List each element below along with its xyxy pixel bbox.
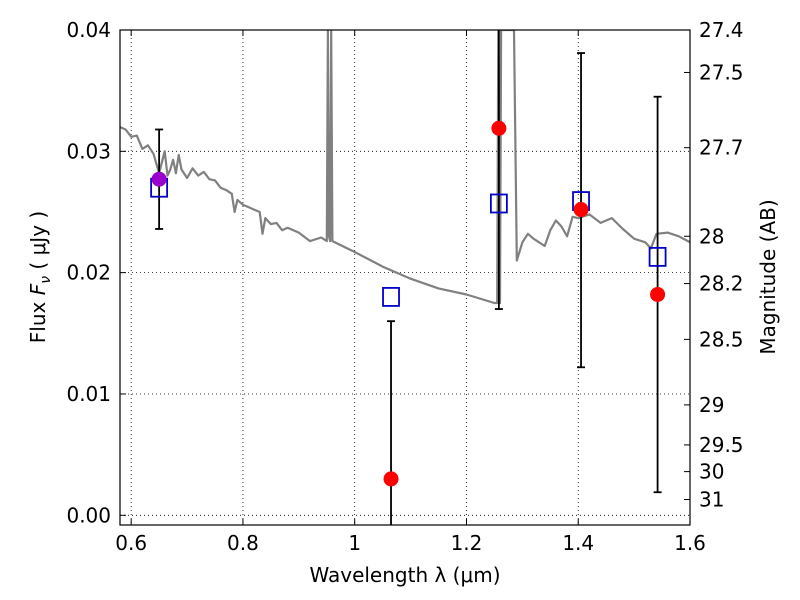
mag-tick-label: 29.5 (699, 433, 744, 457)
y-tick-label: 0.01 (66, 382, 111, 406)
x-tick-label: 0.6 (115, 531, 147, 555)
observed-photometry-point (151, 171, 167, 187)
y-axis-title: Flux Fν ( μJy ) (26, 211, 54, 343)
x-tick-label: 1.2 (451, 531, 483, 555)
plot-background (120, 30, 690, 525)
observed-photometry-point (650, 286, 666, 302)
model-photometry-point (648, 246, 667, 267)
mag-tick-label: 27.4 (699, 18, 744, 42)
observed-photometry-point (573, 202, 589, 218)
x-tick-label: 1.6 (674, 531, 706, 555)
x-tick-label: 0.8 (227, 531, 259, 555)
y-tick-label: 0.02 (66, 261, 111, 285)
y-axis-ticks: 0.00 0.01 0.02 0.03 0.04 (66, 18, 126, 527)
y-axis-title-symbol: F (26, 283, 50, 295)
mag-tick-label: 29 (699, 393, 724, 417)
mag-tick-label: 27.5 (699, 60, 744, 84)
right-axis-title: Magnitude (AB) (756, 199, 780, 354)
observed-photometry-point (383, 471, 399, 487)
observed-photometry-point (491, 120, 507, 136)
observed-photometry-layer (151, 120, 666, 487)
y-axis-title-subscript: ν (38, 276, 54, 284)
magnitude-axis-ticks: 27.4 27.5 27.7 28 28.2 28.5 29 29.5 30 31 (684, 18, 744, 512)
mag-tick-label: 30 (699, 460, 724, 484)
mag-tick-label: 28.2 (699, 272, 744, 296)
model-photometry-point (382, 287, 400, 307)
y-axis-title-prefix: Flux (26, 295, 50, 343)
x-tick-label: 1 (348, 531, 361, 555)
x-tick-label: 1.4 (562, 531, 594, 555)
y-tick-label: 0.00 (66, 503, 111, 527)
y-tick-label: 0.03 (66, 139, 111, 163)
mag-tick-label: 28 (699, 224, 724, 248)
mag-tick-label: 27.7 (699, 136, 744, 160)
y-axis-title-unit: ( μJy ) (26, 211, 50, 276)
mag-tick-label: 31 (699, 488, 724, 512)
plot-frame (119, 29, 691, 526)
y-tick-label: 0.04 (66, 18, 111, 42)
model-sed-layer (120, 30, 690, 305)
x-axis-ticks: 0.6 0.8 1 1.2 1.4 1.6 (115, 30, 706, 555)
mag-tick-label: 28.5 (699, 327, 744, 351)
model-sed-line (120, 30, 690, 305)
model-photometry-point (489, 193, 508, 214)
x-axis-title: Wavelength λ (μm) (309, 563, 500, 587)
